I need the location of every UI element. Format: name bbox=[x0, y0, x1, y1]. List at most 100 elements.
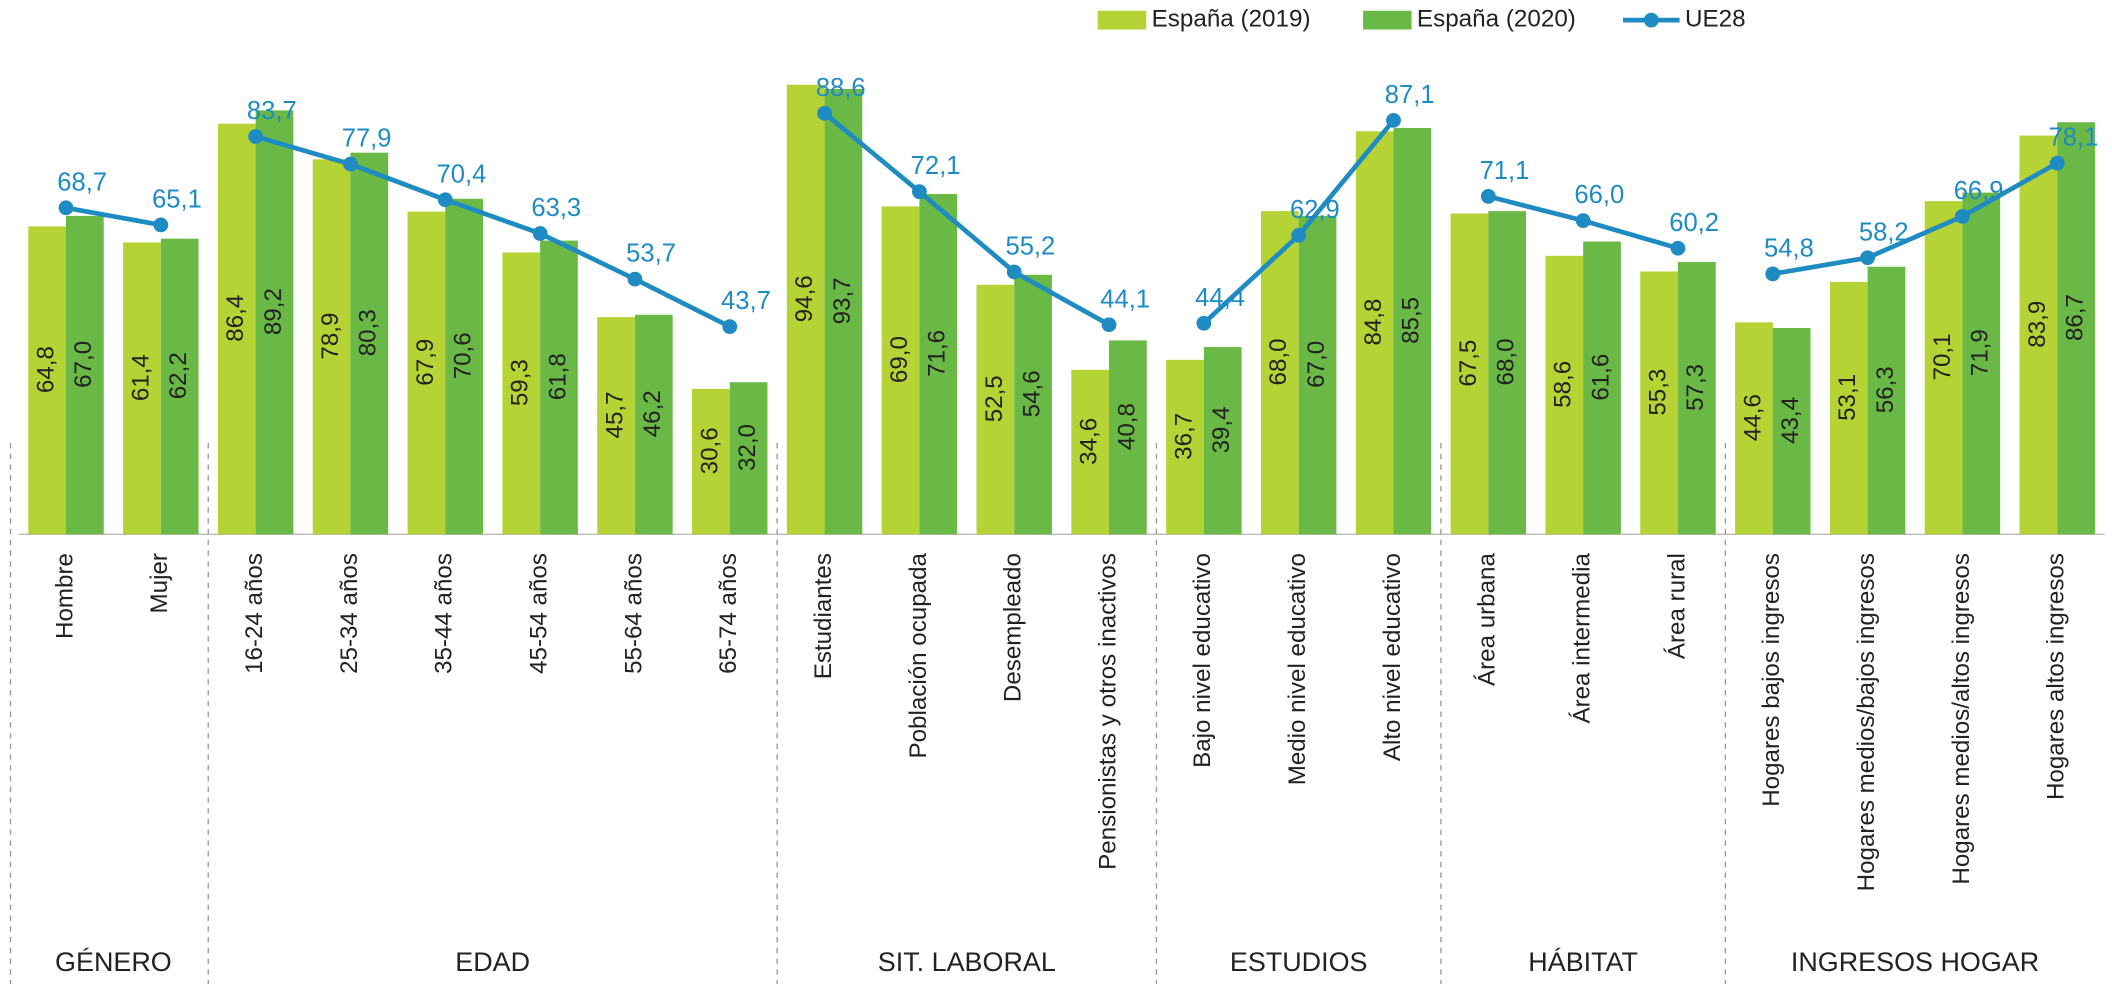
x-tick-label: Desempleado bbox=[1000, 553, 1027, 702]
line-value-label: 44,4 bbox=[1195, 284, 1245, 312]
legend-label: España (2020) bbox=[1417, 6, 1576, 33]
x-tick-label: 55-64 años bbox=[620, 553, 647, 674]
line-point bbox=[153, 217, 169, 233]
bar-value-label: 70,1 bbox=[1929, 333, 1956, 380]
line bbox=[65, 205, 162, 228]
bar-value-label: 86,4 bbox=[222, 295, 249, 342]
x-tick-label: Área intermedia bbox=[1569, 553, 1596, 724]
bar bbox=[350, 152, 389, 535]
x-tick-label: Área rural bbox=[1663, 553, 1690, 659]
bar-value-label: 62,2 bbox=[165, 352, 192, 399]
line-point bbox=[1006, 264, 1022, 280]
line-point bbox=[1575, 213, 1591, 229]
bar bbox=[919, 194, 958, 535]
bar-value-label: 67,0 bbox=[70, 341, 97, 388]
bar bbox=[1545, 255, 1584, 535]
bar bbox=[1677, 261, 1716, 535]
bar-value-label: 68,0 bbox=[1265, 338, 1292, 385]
bar-value-label: 83,9 bbox=[2024, 301, 2051, 348]
bar-value-label: 70,6 bbox=[450, 332, 477, 379]
line-point bbox=[1670, 240, 1686, 256]
bar-value-label: 45,7 bbox=[601, 391, 628, 438]
line-point bbox=[1386, 112, 1401, 128]
bar-value-label: 89,2 bbox=[260, 288, 287, 335]
line-value-label: 54,8 bbox=[1764, 234, 1814, 262]
legend-label: UE28 bbox=[1685, 6, 1746, 33]
line-point bbox=[532, 226, 548, 241]
legend-swatch bbox=[1643, 12, 1659, 28]
bar-value-label: 67,5 bbox=[1455, 340, 1482, 387]
line-point bbox=[722, 319, 738, 334]
bar-value-label: 39,4 bbox=[1208, 406, 1235, 453]
line-value-label: 68,7 bbox=[57, 168, 107, 196]
bar bbox=[445, 198, 483, 535]
x-tick-label: Bajo nivel educativo bbox=[1189, 553, 1216, 768]
bar-value-label: 58,6 bbox=[1550, 361, 1577, 408]
line-value-label: 72,1 bbox=[911, 152, 961, 180]
line-point bbox=[1480, 189, 1496, 204]
line-value-label: 63,3 bbox=[531, 194, 581, 222]
x-tick-label: Pensionistas y otros inactivos bbox=[1094, 553, 1121, 870]
line-point bbox=[627, 271, 643, 287]
bar bbox=[65, 215, 104, 535]
legend-label: España (2019) bbox=[1152, 6, 1311, 33]
line bbox=[254, 134, 731, 329]
x-tick-label: 35-44 años bbox=[431, 553, 458, 674]
bar bbox=[1488, 211, 1527, 535]
bar bbox=[1109, 340, 1147, 535]
line-value-label: 66,9 bbox=[1954, 177, 2004, 205]
group-label: EDAD bbox=[455, 947, 530, 977]
bar-value-label: 56,3 bbox=[1872, 366, 1899, 413]
bar bbox=[1203, 347, 1242, 535]
bar bbox=[786, 84, 825, 535]
bar bbox=[1735, 322, 1773, 535]
line-value-label: 71,1 bbox=[1480, 157, 1530, 185]
line-value-label: 62,9 bbox=[1290, 196, 1340, 224]
bar-value-label: 68,0 bbox=[1493, 338, 1520, 385]
bar bbox=[1071, 369, 1110, 535]
line-value-label: 78,1 bbox=[2049, 124, 2099, 152]
line-value-label: 43,7 bbox=[721, 287, 771, 315]
bar bbox=[540, 240, 578, 535]
bar-value-label: 59,3 bbox=[507, 359, 534, 406]
bar-value-label: 61,4 bbox=[127, 354, 154, 401]
bar-value-label: 80,3 bbox=[355, 309, 382, 356]
bar-value-label: 52,5 bbox=[981, 375, 1008, 422]
bar-value-label: 32,0 bbox=[734, 424, 761, 471]
bar bbox=[729, 382, 768, 535]
bar bbox=[1772, 328, 1811, 535]
bar-value-label: 71,9 bbox=[1967, 329, 1994, 376]
bar-value-label: 36,7 bbox=[1170, 413, 1197, 460]
bar bbox=[1583, 241, 1621, 535]
line bbox=[1772, 161, 2059, 277]
legend-swatch bbox=[1097, 10, 1147, 30]
bar bbox=[123, 242, 161, 535]
bar bbox=[1014, 274, 1052, 535]
line-value-label: 58,2 bbox=[1859, 218, 1909, 246]
bar bbox=[160, 238, 199, 535]
bar bbox=[28, 226, 66, 535]
bar-value-label: 71,6 bbox=[924, 330, 951, 377]
line-point bbox=[1101, 317, 1117, 333]
bar bbox=[692, 388, 730, 535]
bar bbox=[312, 159, 351, 535]
bar-value-label: 40,8 bbox=[1113, 403, 1140, 450]
bar bbox=[2019, 135, 2058, 535]
group-label: SIT. LABORAL bbox=[878, 947, 1056, 977]
plot: GÉNERO EDAD SIT. LABORAL ESTUDIOS HÁBITAT ING… bbox=[9, 6, 2105, 984]
bar bbox=[1924, 201, 1963, 535]
bar bbox=[217, 123, 256, 535]
line-point bbox=[1765, 266, 1781, 282]
bar bbox=[502, 252, 541, 535]
bar-value-label: 86,7 bbox=[2061, 294, 2088, 341]
line-value-label: 77,9 bbox=[342, 125, 392, 153]
line-point bbox=[1860, 250, 1876, 266]
x-tick-label: 45-54 años bbox=[525, 553, 552, 674]
bar-value-label: 46,2 bbox=[639, 390, 666, 437]
x-tick-label: 65-74 años bbox=[715, 553, 742, 674]
bar-value-label: 69,0 bbox=[886, 336, 913, 383]
line-point bbox=[1955, 208, 1970, 224]
group-label: HÁBITAT bbox=[1528, 947, 1638, 977]
bar bbox=[1867, 266, 1906, 535]
